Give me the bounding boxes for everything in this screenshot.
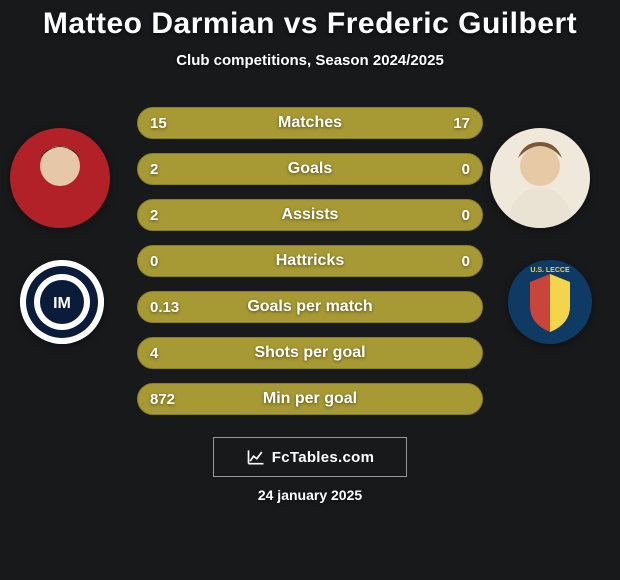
date-label: 24 january 2025 [0,487,620,503]
comparison-card: Matteo Darmian vs Frederic Guilbert Club… [0,0,620,580]
stat-value-left: 2 [138,207,170,224]
stat-value-right: 0 [450,207,482,224]
right-player-avatar [490,128,590,228]
subtitle: Club competitions, Season 2024/2025 [0,52,620,69]
page-title: Matteo Darmian vs Frederic Guilbert [0,6,620,42]
stat-row: 0Hattricks0 [137,245,483,277]
stat-value-left: 0.13 [138,299,191,316]
stat-rows: 15Matches172Goals02Assists00Hattricks00.… [137,107,483,415]
stat-label: Matches [138,114,482,132]
stat-label: Hattricks [138,252,482,270]
stat-row: 872Min per goal [137,383,483,415]
avatar-placeholder-icon [10,128,110,228]
stat-value-left: 2 [138,161,170,178]
left-club-badge: IM [20,260,104,344]
stat-row: 0.13Goals per match [137,291,483,323]
stat-row: 2Assists0 [137,199,483,231]
stat-row: 15Matches17 [137,107,483,139]
stat-label: Assists [138,206,482,224]
avatar-placeholder-icon [490,128,590,228]
brand-label: FcTables.com [272,449,375,466]
stat-value-left: 4 [138,345,170,362]
stat-value-left: 15 [138,115,179,132]
stat-value-left: 872 [138,391,187,408]
stat-value-right: 0 [450,253,482,270]
brand-box[interactable]: FcTables.com [213,437,407,477]
stat-label: Goals [138,160,482,178]
stat-row: 4Shots per goal [137,337,483,369]
right-club-badge: U.S. LECCE [508,260,592,344]
svg-text:IM: IM [53,295,71,312]
left-player-avatar [10,128,110,228]
svg-text:U.S. LECCE: U.S. LECCE [530,267,570,274]
stat-value-left: 0 [138,253,170,270]
stat-row: 2Goals0 [137,153,483,185]
stat-value-right: 0 [450,161,482,178]
stat-value-right: 17 [441,115,482,132]
stat-label: Shots per goal [138,344,482,362]
club-label: U.S. LECCE [508,260,592,344]
stat-label: Min per goal [138,390,482,408]
chart-icon [246,447,266,467]
club-label: IM [20,260,104,344]
